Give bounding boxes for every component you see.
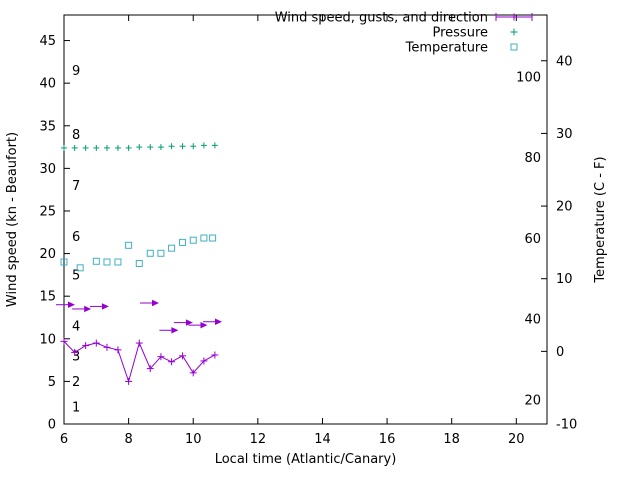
y-axis-left: 0 5 10 15 20 25 30 35 40 45 Wind speed (kn - Beauf… [5, 34, 70, 433]
fahrenheit-label: 80 [524, 151, 541, 166]
y-left-tick-label: 30 [39, 162, 56, 177]
y-left-tick-label: 5 [48, 375, 56, 390]
series-wind-direction-arrows [56, 299, 222, 334]
beaufort-label: 1 [72, 400, 80, 415]
beaufort-scale-labels: 1 2 3 4 5 6 7 8 9 [72, 64, 80, 416]
x-tick-label: 10 [185, 432, 202, 447]
y-left-axis-title: Wind speed (kn - Beaufort) [5, 132, 20, 307]
y-right-tick-label: -10 [556, 418, 577, 433]
fahrenheit-label: 20 [524, 393, 541, 408]
y-right-tick-label: 20 [556, 200, 573, 215]
beaufort-label: 7 [72, 179, 80, 194]
plot-border [63, 14, 548, 425]
legend: Wind speed, gusts, and directionPressure… [275, 11, 533, 56]
beaufort-label: 5 [72, 268, 80, 283]
x-tick-label: 14 [314, 432, 331, 447]
fahrenheit-label: 40 [524, 313, 541, 328]
y-left-tick-label: 40 [39, 77, 56, 92]
x-tick-label: 18 [443, 432, 460, 447]
fahrenheit-label: 100 [516, 70, 541, 85]
y-left-tick-label: 15 [39, 290, 56, 305]
y-right-tick-label: 10 [556, 272, 573, 287]
y-right-tick-label: 40 [556, 54, 573, 69]
wind-direction-arrow [72, 305, 92, 313]
series-wind-speed [60, 337, 219, 385]
series-temperature [60, 234, 217, 272]
legend-label: Pressure [432, 26, 488, 41]
wind-direction-arrow [159, 327, 179, 334]
fahrenheit-label: 60 [524, 232, 541, 247]
y-left-tick-label: 45 [39, 34, 56, 49]
y-left-tick-label: 10 [39, 332, 56, 347]
y-left-tick-label: 0 [48, 418, 56, 433]
x-tick-label: 12 [250, 432, 267, 447]
x-tick-label: 16 [379, 432, 396, 447]
y-right-tick-label: 0 [556, 345, 564, 360]
legend-label: Wind speed, gusts, and direction [275, 11, 488, 26]
beaufort-label: 6 [72, 230, 80, 245]
x-tick-label: 6 [60, 432, 68, 447]
wind-direction-arrow [188, 321, 208, 329]
y-axis-right: -10 0 10 20 30 40 Temperature (C - F) [541, 54, 608, 433]
beaufort-label: 3 [72, 349, 80, 364]
beaufort-label: 9 [72, 64, 80, 79]
x-axis-title: Local time (Atlantic/Canary) [215, 452, 397, 467]
fahrenheit-scale-labels: 20 40 60 80 100 [516, 70, 541, 408]
beaufort-label: 2 [72, 375, 80, 390]
y-right-tick-label: 30 [556, 127, 573, 142]
wind-direction-arrow [203, 318, 222, 325]
y-left-tick-label: 25 [39, 204, 56, 219]
beaufort-label: 4 [72, 320, 80, 335]
x-tick-label: 20 [508, 432, 525, 447]
y-left-tick-label: 35 [39, 119, 56, 134]
y-right-axis-title: Temperature (C - F) [593, 156, 608, 283]
y-left-tick-label: 20 [39, 247, 56, 262]
wind-direction-arrow [173, 319, 193, 326]
legend-label: Temperature [405, 41, 488, 56]
wind-direction-arrow [89, 303, 109, 310]
wind-direction-arrow [140, 299, 159, 307]
series-pressure [61, 142, 218, 151]
beaufort-label: 8 [72, 128, 80, 143]
x-tick-label: 8 [124, 432, 132, 447]
wind-direction-arrow [56, 301, 75, 308]
